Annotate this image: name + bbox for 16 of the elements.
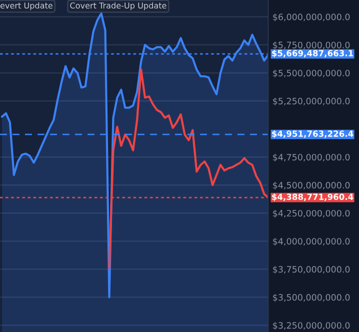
- y-tick-label: $4,250,000,000.0: [273, 210, 350, 218]
- y-tick-label: $4,750,000,000.0: [273, 154, 350, 162]
- ref-line-label: $5,669,487,663.1: [272, 50, 354, 58]
- y-tick-label: $5,750,000,000.0: [273, 42, 350, 50]
- annotation: Covert Trade-Up Update: [70, 2, 166, 10]
- annotation: evert Update: [0, 2, 52, 10]
- y-tick-label: $3,250,000,000.0: [273, 322, 350, 330]
- y-tick-label: $3,500,000,000.0: [273, 294, 350, 302]
- y-tick-label: $4,500,000,000.0: [273, 182, 350, 190]
- y-tick-label: $5,250,000,000.0: [273, 98, 350, 106]
- y-tick-label: $5,500,000,000.0: [273, 70, 350, 78]
- ref-line-label: $4,388,771,960.4: [272, 194, 354, 202]
- y-tick-label: $6,000,000,000.0: [273, 14, 350, 22]
- ref-line-label: $4,951,763,226.4: [272, 130, 354, 138]
- y-tick-label: $3,750,000,000.0: [273, 266, 350, 274]
- y-tick-label: $4,000,000,000.0: [273, 238, 350, 246]
